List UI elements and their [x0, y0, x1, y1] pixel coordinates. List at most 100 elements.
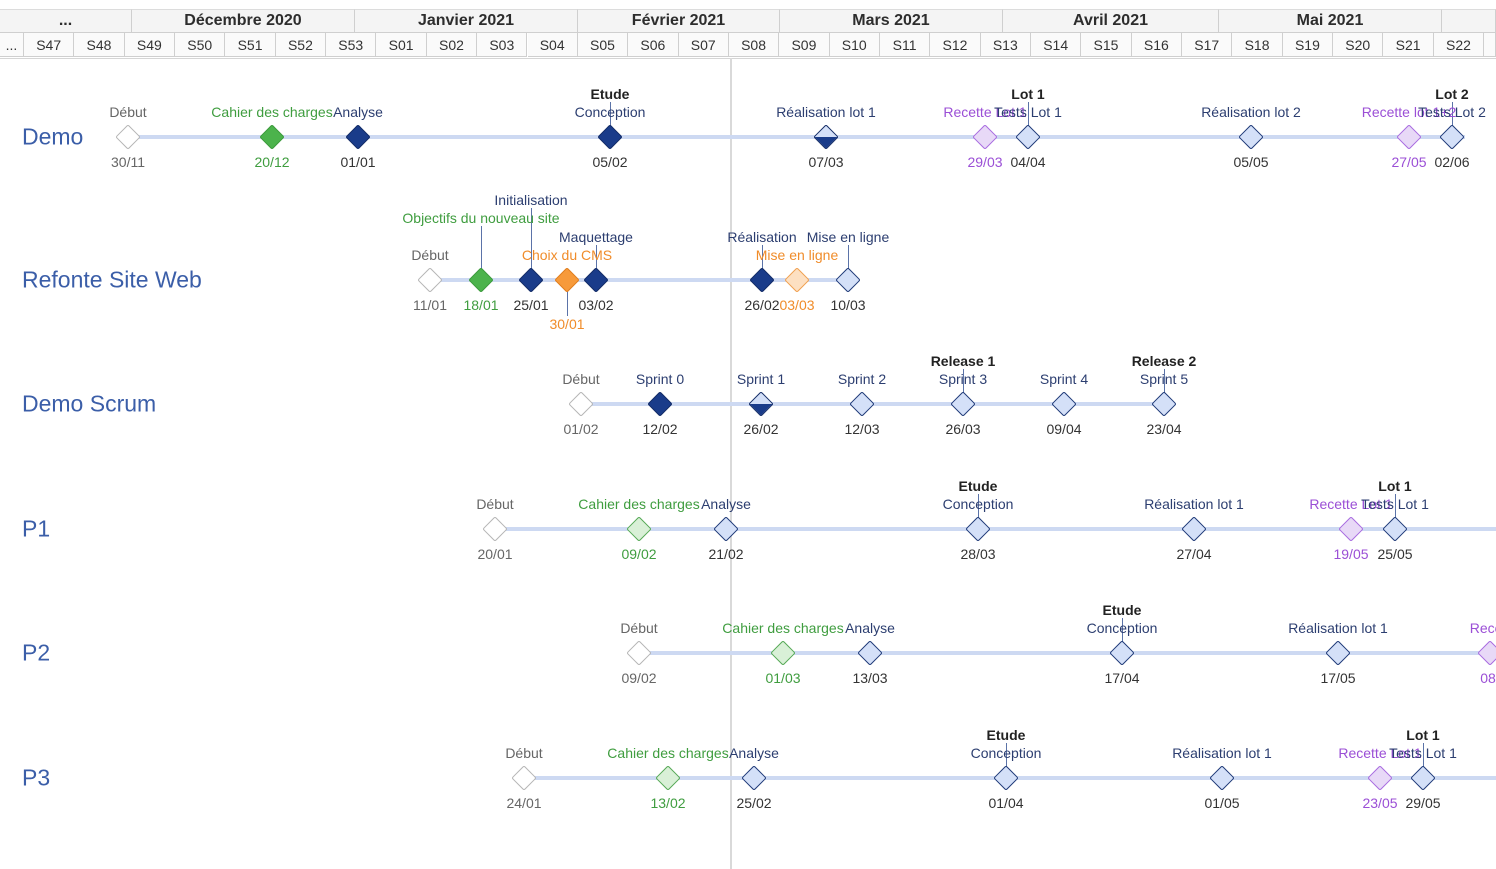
week-header-cell: S07 [678, 33, 729, 57]
milestone-label: Tests Lot 1 [1361, 496, 1429, 512]
milestone-label: Release 2 [1131, 353, 1197, 369]
milestone-diamond[interactable] [115, 124, 141, 150]
milestone-diamond[interactable] [1151, 391, 1177, 417]
milestone-diamond[interactable] [1439, 124, 1465, 150]
milestone-diamond[interactable] [1209, 765, 1235, 791]
week-header-cell: S53 [326, 33, 377, 57]
month-header-cell: ... [0, 9, 132, 33]
milestone-label: Sprint 1 [736, 371, 786, 387]
milestone-diamond[interactable] [972, 124, 998, 150]
milestone-date: 01/05 [1204, 795, 1240, 811]
milestone-date: 28/03 [960, 546, 996, 562]
week-header-cell: S16 [1131, 33, 1183, 57]
week-header-cell [1484, 33, 1496, 57]
milestone-diamond[interactable] [1181, 516, 1207, 542]
milestone-date: 02/06 [1434, 154, 1470, 170]
week-header-cell: S49 [124, 33, 176, 57]
milestone-diamond[interactable] [965, 516, 991, 542]
milestone-diamond[interactable] [655, 765, 681, 791]
milestone-label: Réalisation lot 2 [1201, 104, 1301, 120]
milestone-label: Recette Lot 1 [943, 104, 1027, 120]
milestone-label: Lot 1 [1011, 86, 1045, 102]
milestone-diamond[interactable] [770, 640, 796, 666]
milestone-diamond[interactable] [713, 516, 739, 542]
week-header-cell: S10 [829, 33, 880, 57]
milestone-stem [531, 208, 532, 270]
milestone-diamond[interactable] [993, 765, 1019, 791]
milestone-label: Analyse [729, 745, 779, 761]
milestone-diamond[interactable] [1477, 640, 1496, 666]
milestone-diamond[interactable] [748, 391, 774, 417]
milestone-diamond[interactable] [468, 267, 494, 293]
milestone-date: 27/05 [1391, 154, 1427, 170]
milestone-date: 27/04 [1176, 546, 1212, 562]
milestone-diamond[interactable] [1051, 391, 1077, 417]
milestone-diamond[interactable] [849, 391, 875, 417]
milestone-diamond[interactable] [857, 640, 883, 666]
milestone-diamond[interactable] [345, 124, 371, 150]
milestone-label: Recette Lot 1 [1338, 745, 1422, 761]
milestone-diamond[interactable] [741, 765, 767, 791]
week-header-cell: S22 [1433, 33, 1485, 57]
project-name[interactable]: P2 [22, 639, 51, 666]
milestone-label: Réalisation lot 1 [1144, 496, 1244, 512]
milestone-date: 03/03 [779, 297, 815, 313]
milestone-diamond[interactable] [1015, 124, 1041, 150]
week-header-cell: S13 [980, 33, 1031, 57]
milestone-date: 12/02 [642, 421, 678, 437]
milestone-diamond[interactable] [950, 391, 976, 417]
milestone-label: Début [620, 620, 658, 636]
milestone-date: 20/12 [254, 154, 290, 170]
project-name[interactable]: Demo [22, 123, 84, 150]
milestone-diamond[interactable] [1396, 124, 1422, 150]
milestone-diamond[interactable] [259, 124, 285, 150]
milestone-diamond[interactable] [1410, 765, 1436, 791]
milestone-stem [762, 245, 763, 270]
milestone-diamond[interactable] [1238, 124, 1264, 150]
milestone-date: 04/04 [1010, 154, 1046, 170]
milestone-diamond[interactable] [1382, 516, 1408, 542]
milestone-date: 26/03 [945, 421, 981, 437]
milestone-diamond[interactable] [511, 765, 537, 791]
milestone-label: Etude [986, 727, 1026, 743]
milestone-diamond[interactable] [417, 267, 443, 293]
project-name[interactable]: P1 [22, 515, 51, 542]
milestone-diamond[interactable] [1338, 516, 1364, 542]
milestone-date: 01/02 [563, 421, 599, 437]
milestone-diamond[interactable] [647, 391, 673, 417]
milestone-date: 07/03 [808, 154, 844, 170]
milestone-date: 01/03 [765, 670, 801, 686]
milestone-diamond[interactable] [835, 267, 861, 293]
milestone-diamond[interactable] [1367, 765, 1393, 791]
milestone-diamond[interactable] [626, 640, 652, 666]
milestone-label: Release 1 [930, 353, 996, 369]
month-header-cell: Janvier 2021 [355, 9, 578, 33]
milestone-diamond[interactable] [626, 516, 652, 542]
milestone-diamond[interactable] [518, 267, 544, 293]
milestone-diamond[interactable] [597, 124, 623, 150]
milestone-label: Tests Lot 2 [1418, 104, 1486, 120]
milestone-diamond[interactable] [554, 267, 580, 293]
milestone-stem [1006, 743, 1007, 768]
project-name[interactable]: Refonte Site Web [22, 266, 202, 293]
milestone-diamond[interactable] [784, 267, 810, 293]
milestone-label: Analyse [701, 496, 751, 512]
milestone-diamond[interactable] [1325, 640, 1351, 666]
milestone-label: Cahier des charges [607, 745, 729, 761]
milestone-date: 17/05 [1320, 670, 1356, 686]
milestone-diamond[interactable] [813, 124, 839, 150]
milestone-diamond[interactable] [1109, 640, 1135, 666]
project-name[interactable]: Demo Scrum [22, 390, 157, 417]
week-header-cell: S05 [577, 33, 629, 57]
milestone-diamond[interactable] [583, 267, 609, 293]
milestone-date: 01/01 [340, 154, 376, 170]
milestone-diamond[interactable] [568, 391, 594, 417]
milestone-label: Lot 1 [1378, 478, 1412, 494]
week-header-cell: ... [0, 33, 24, 57]
week-header-cell: S06 [628, 33, 679, 57]
milestone-date: 17/04 [1104, 670, 1140, 686]
project-name[interactable]: P3 [22, 764, 51, 791]
milestone-label: Réalisation lot 1 [1172, 745, 1272, 761]
milestone-diamond[interactable] [749, 267, 775, 293]
milestone-diamond[interactable] [482, 516, 508, 542]
